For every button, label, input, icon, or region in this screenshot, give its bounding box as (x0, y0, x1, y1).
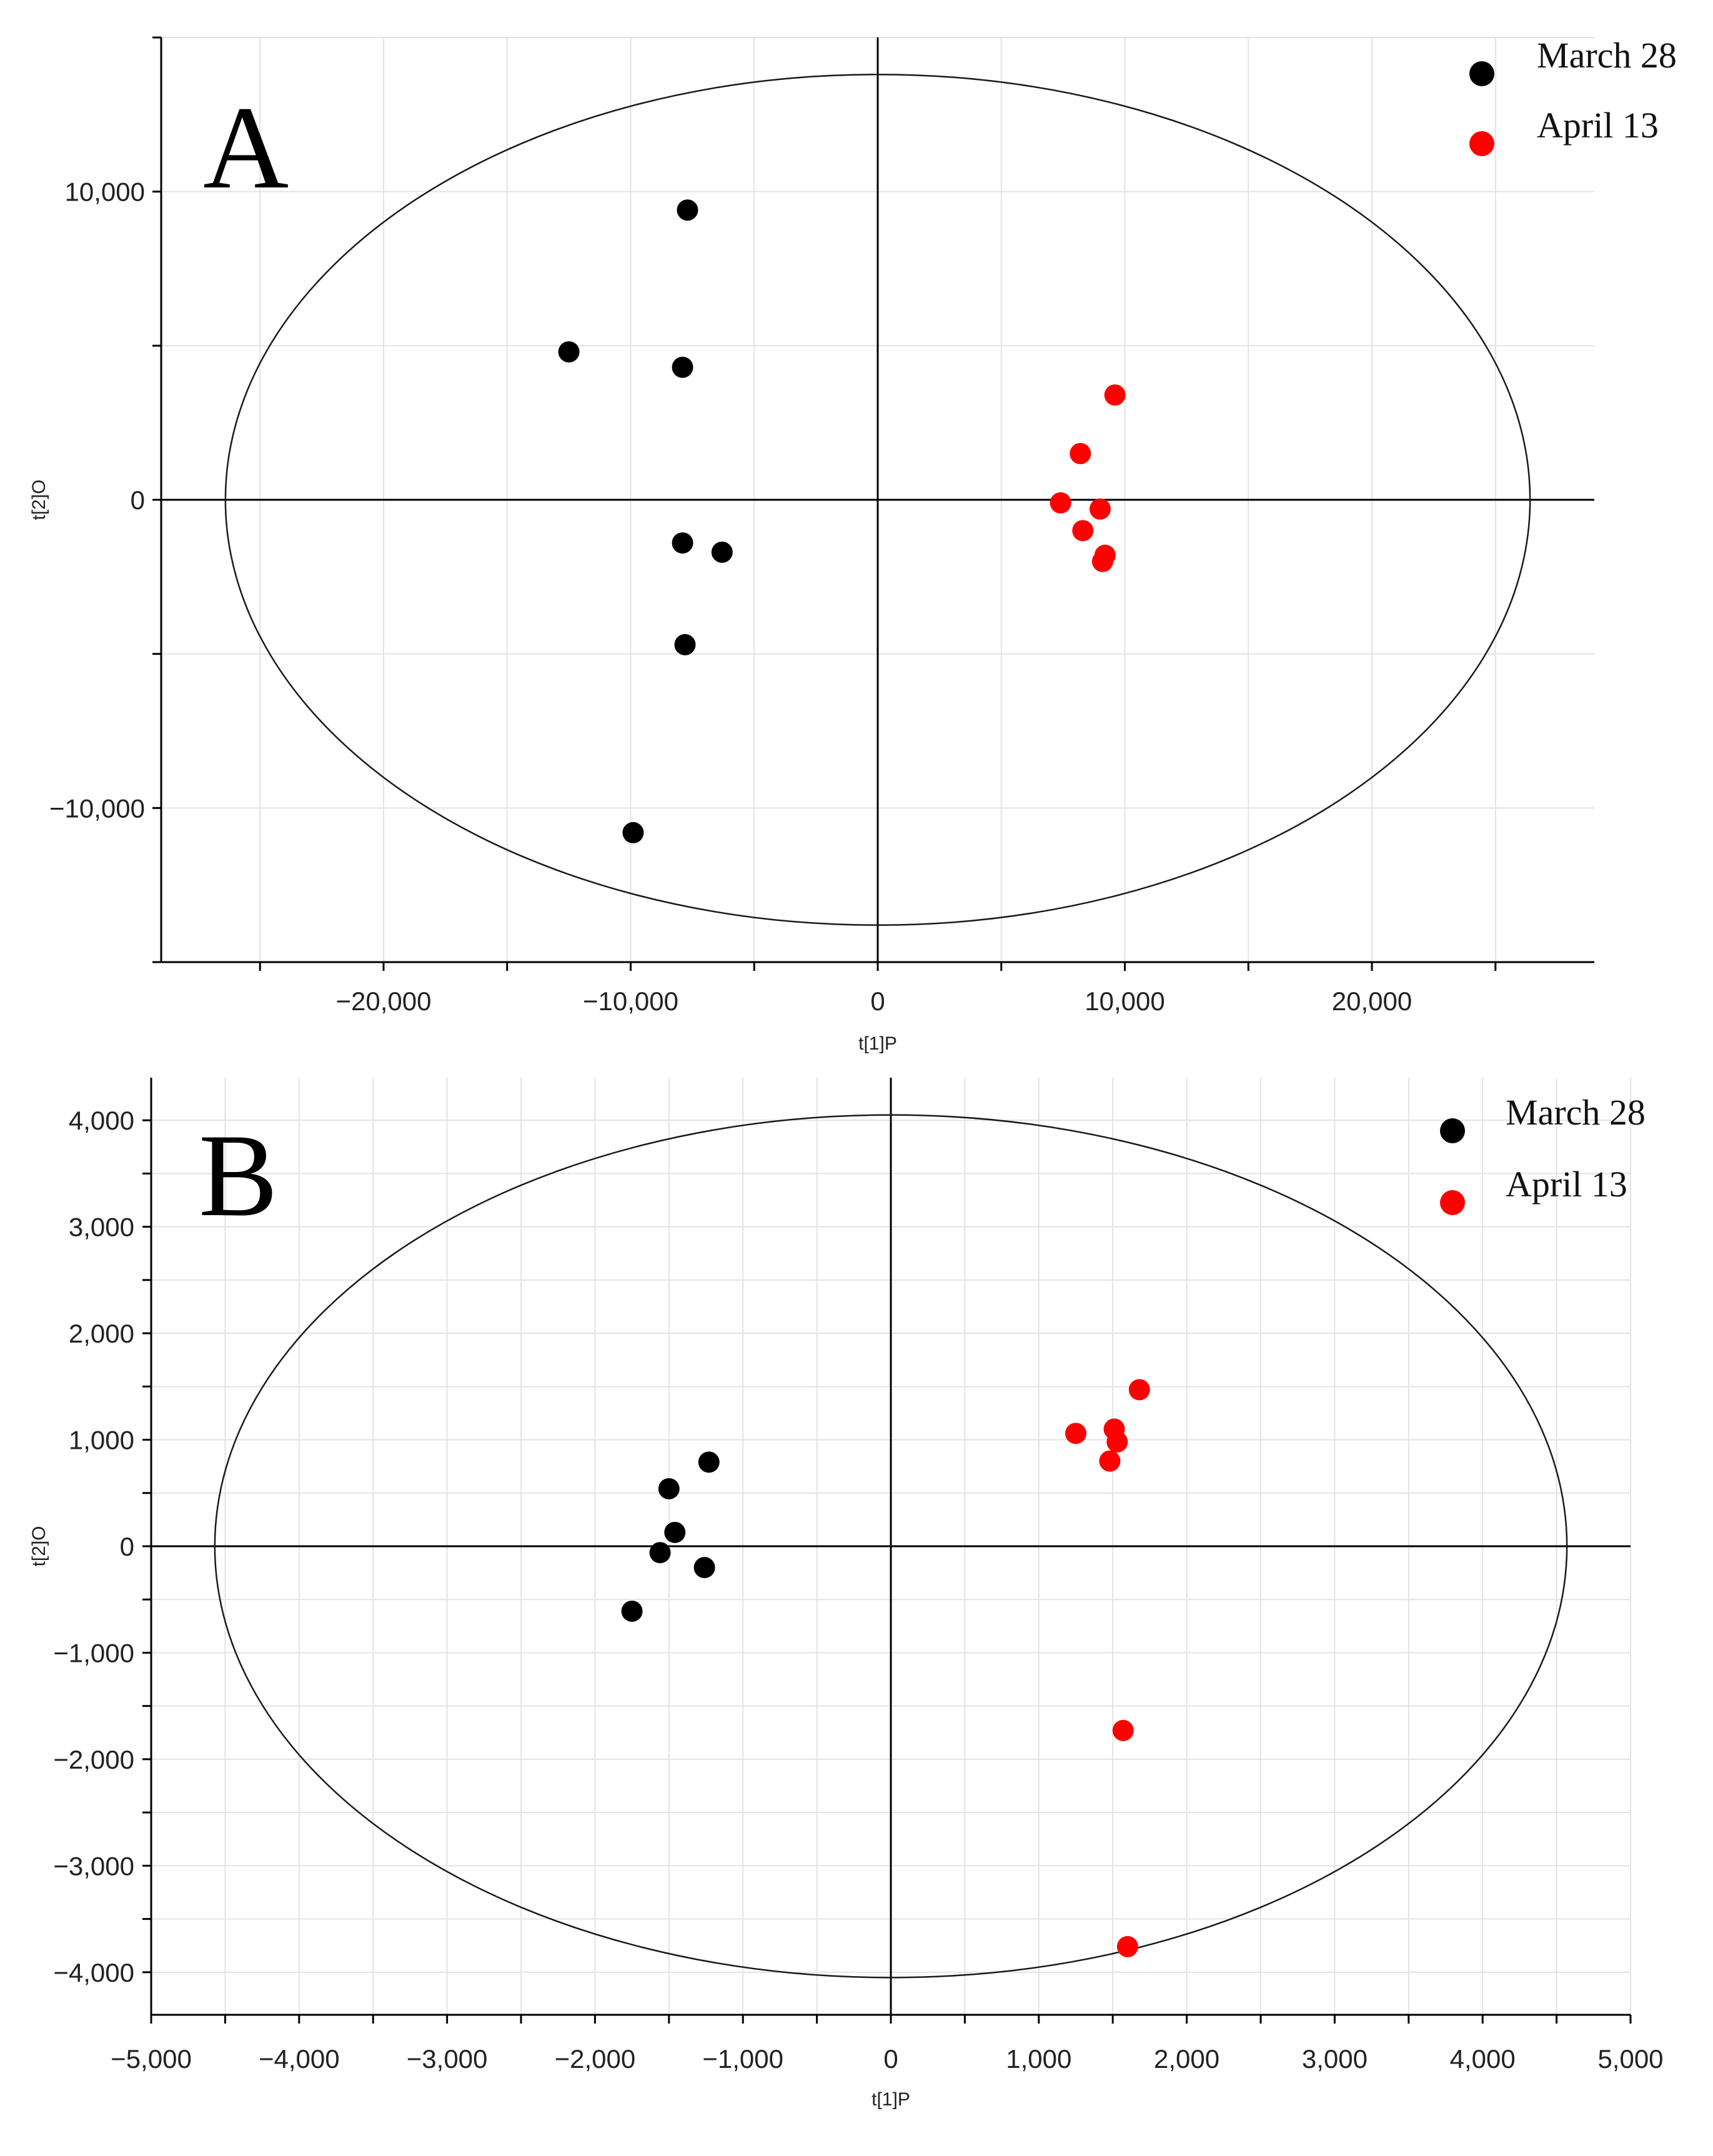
legend-label: March 28 (1506, 1092, 1646, 1133)
data-point (693, 1557, 715, 1579)
data-point (674, 633, 696, 655)
y-tick-label: −2,000 (53, 1745, 134, 1774)
data-point (658, 1478, 680, 1499)
x-tick-label: −4,000 (259, 2044, 340, 2074)
x-tick-label: 0 (883, 2044, 898, 2074)
y-tick-label: −4,000 (53, 1958, 134, 1987)
data-point (1065, 1423, 1086, 1444)
x-tick-label: 1,000 (1006, 2044, 1071, 2074)
legend-marker (1469, 131, 1494, 156)
x-tick-label: 4,000 (1450, 2044, 1516, 2074)
y-tick-label: −3,000 (53, 1851, 134, 1880)
x-tick-label: −20,000 (335, 986, 431, 1016)
legend-label: March 28 (1537, 35, 1677, 76)
data-point (558, 341, 580, 363)
x-tick-label: −2,000 (555, 2044, 636, 2074)
y-tick-label: 10,000 (65, 177, 145, 207)
legend-marker (1469, 61, 1494, 86)
x-tick-label: −1,000 (702, 2044, 783, 2074)
legend-marker (1440, 1118, 1465, 1143)
x-tick-label: −5,000 (111, 2044, 192, 2074)
data-point (1099, 1450, 1121, 1472)
data-point (1104, 384, 1126, 406)
data-point (711, 541, 733, 563)
x-tick-label: 5,000 (1597, 2044, 1663, 2074)
hotelling-ellipse (214, 1114, 1568, 1979)
y-tick-label: 3,000 (69, 1213, 134, 1242)
panel-letter: A (203, 82, 289, 214)
x-tick-label: 0 (870, 986, 885, 1016)
data-point (698, 1451, 720, 1473)
y-axis-title: t[2]O (29, 479, 49, 520)
y-tick-label: 0 (131, 485, 145, 515)
data-point (672, 356, 693, 378)
data-point (1089, 498, 1111, 520)
y-tick-label: 4,000 (69, 1106, 134, 1135)
data-point (1106, 1431, 1128, 1453)
x-tick-label: 2,000 (1154, 2044, 1219, 2074)
data-point (664, 1521, 686, 1543)
x-tick-label: −10,000 (583, 986, 678, 1016)
y-tick-label: 1,000 (69, 1426, 134, 1455)
y-tick-label: 0 (120, 1532, 134, 1561)
legend-marker (1440, 1190, 1465, 1215)
data-point (1091, 550, 1113, 572)
y-tick-label: −10,000 (49, 793, 145, 823)
x-tick-label: 10,000 (1085, 986, 1164, 1016)
panel-b: −5,000 −4,000 −3,000 −2,000 −1,000 0 1,000 2,00… (29, 1078, 1664, 2110)
data-point (649, 1542, 671, 1564)
hotelling-ellipse (224, 73, 1531, 926)
y-tick-label: 2,000 (69, 1319, 134, 1348)
data-point (1128, 1379, 1150, 1401)
x-tick-label: 3,000 (1302, 2044, 1368, 2074)
x-tick-label: 20,000 (1332, 986, 1412, 1016)
legend-label: April 13 (1537, 105, 1659, 146)
panel-a: −20,000 −10,000 0 10,000 20,000 10,000 0 −10,00… (29, 35, 1677, 1054)
data-point (1116, 1935, 1138, 1957)
legend-label: April 13 (1506, 1164, 1627, 1205)
data-point (1072, 520, 1094, 542)
y-tick-label: −1,000 (53, 1638, 134, 1667)
data-point (677, 199, 698, 221)
x-axis-title: t[1]P (871, 2089, 910, 2110)
data-point (622, 822, 644, 843)
data-point (1050, 492, 1071, 514)
data-point (1112, 1719, 1134, 1741)
data-point (1070, 443, 1091, 464)
x-axis-title: t[1]P (858, 1033, 897, 1054)
data-point (621, 1600, 643, 1622)
y-axis-title: t[2]O (29, 1526, 49, 1566)
data-point (672, 532, 693, 554)
x-tick-label: −3,000 (407, 2044, 488, 2074)
panel-letter: B (199, 1110, 278, 1241)
